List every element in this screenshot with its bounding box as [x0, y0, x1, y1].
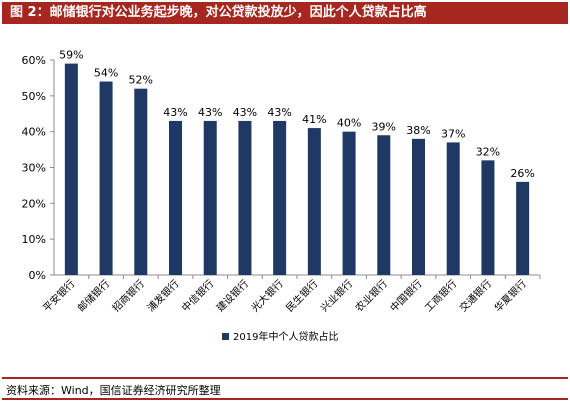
bar [412, 138, 425, 275]
bar [238, 120, 252, 276]
bar [481, 160, 495, 275]
bar-value-label: 52% [129, 74, 153, 87]
bar-value-label: 26% [510, 167, 534, 180]
chart-title: 图 2：邮储银行对公业务起步晚，对公贷款投放少，因此个人贷款占比高 [10, 5, 427, 20]
bar-value-label: 43% [198, 106, 222, 119]
y-tick-label: 60% [22, 54, 46, 67]
category-label: 浦发银行 [144, 277, 181, 314]
category-label: 农业银行 [352, 277, 389, 314]
legend-swatch [222, 333, 229, 340]
y-tick-label: 0% [29, 269, 46, 282]
category-label: 中信银行 [179, 277, 216, 314]
y-tick-label: 30% [22, 162, 46, 175]
bar-value-label: 41% [302, 113, 326, 126]
bar [377, 135, 391, 275]
bar [99, 81, 113, 275]
bar-value-label: 43% [233, 106, 257, 119]
category-label: 兴业银行 [318, 277, 355, 314]
legend-label: 2019年中个人贷款占比 [233, 330, 338, 343]
bar [342, 131, 356, 275]
chart-area: 0% 10% 20% 30% 40% 50% 60% 59% 平安银行 54% 邮储银行 52% 招商银… [0, 24, 570, 379]
y-tick-label: 40% [22, 126, 46, 139]
bar-value-label: 37% [441, 127, 465, 140]
category-label: 民生银行 [283, 277, 320, 314]
bar-value-label: 32% [476, 145, 500, 158]
bottom-divider [2, 398, 568, 400]
bar [169, 120, 182, 276]
bar-chart: 0% 10% 20% 30% 40% 50% 60% 59% 平安银行 54% 邮储银行 52% 招商银… [22, 49, 541, 343]
bar-value-label: 43% [163, 106, 187, 119]
category-label: 建设银行 [214, 277, 251, 314]
bar-value-label: 39% [372, 120, 396, 133]
category-label: 工商银行 [422, 277, 459, 314]
bar-value-label: 40% [337, 117, 361, 130]
title-bar: 图 2：邮储银行对公业务起步晚，对公贷款投放少，因此个人贷款占比高 [2, 2, 568, 24]
bar [273, 120, 287, 276]
category-label: 交通银行 [457, 277, 494, 314]
bar [134, 88, 148, 276]
source-note: 资料来源：Wind，国信证券经济研究所整理 [6, 384, 221, 397]
bar [516, 181, 530, 275]
y-tick-label: 20% [22, 197, 46, 210]
bar-value-label: 59% [59, 49, 83, 62]
category-label: 招商银行 [109, 277, 146, 314]
bar [307, 128, 321, 275]
category-label: 中国银行 [387, 277, 424, 314]
bar-value-label: 43% [267, 106, 291, 119]
footer-divider [2, 377, 568, 379]
category-label: 平安银行 [40, 277, 77, 314]
bar [64, 63, 78, 276]
y-tick-label: 10% [22, 233, 46, 246]
bar-value-label: 54% [94, 67, 118, 80]
category-label: 光大银行 [248, 277, 285, 314]
bar [446, 142, 460, 275]
category-label: 邮储银行 [75, 277, 112, 314]
y-tick-label: 50% [22, 90, 46, 103]
bar-value-label: 38% [406, 124, 430, 137]
bar [203, 120, 217, 276]
category-label: 华夏银行 [491, 277, 528, 314]
